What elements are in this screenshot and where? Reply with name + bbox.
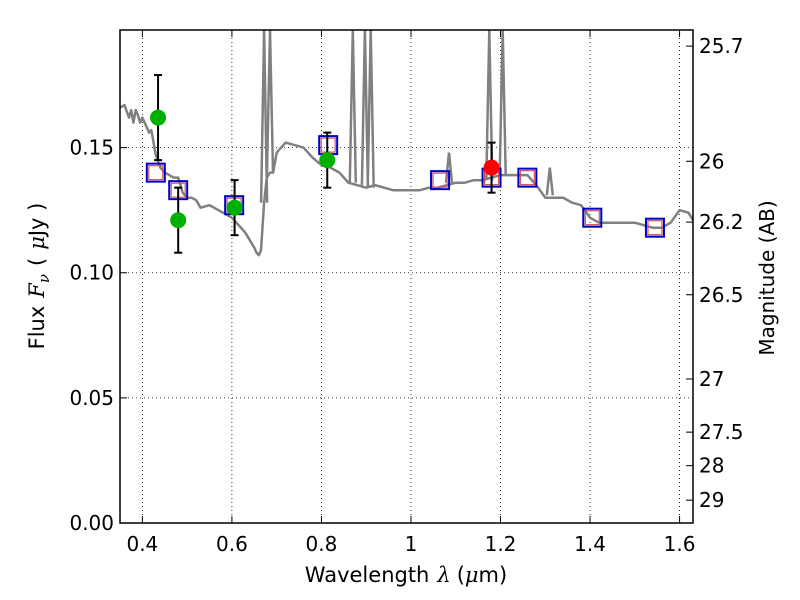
observed-point bbox=[150, 109, 167, 126]
mag-tick-label: 26.2 bbox=[699, 210, 744, 234]
observed-photometry bbox=[150, 109, 500, 229]
mag-tick-label: 25.7 bbox=[699, 34, 744, 58]
x-tick-label: 0.8 bbox=[306, 532, 338, 556]
model-photometry-square bbox=[517, 167, 538, 188]
mag-tick-label: 29 bbox=[699, 488, 724, 512]
emission-line bbox=[545, 167, 555, 196]
model-sed-line bbox=[120, 103, 693, 257]
observed-point bbox=[170, 212, 187, 229]
model-photometry bbox=[145, 135, 665, 238]
x-tick-label: 0.6 bbox=[216, 532, 248, 556]
emission-line bbox=[259, 30, 269, 203]
axis-ticks: 0.4 0.6 0.8 1 1.2 1.4 1.6 0.00 0.05 0.10 0.15 25.7 2… bbox=[69, 30, 744, 556]
y-tick-label: 0.00 bbox=[69, 511, 114, 535]
emission-line bbox=[360, 30, 370, 186]
x-tick-label: 1 bbox=[405, 532, 418, 556]
model-photometry-square bbox=[582, 207, 603, 228]
observed-point bbox=[483, 159, 500, 176]
x-tick-label: 1.4 bbox=[574, 532, 606, 556]
x-tick-label: 1.6 bbox=[664, 532, 696, 556]
model-box-inner bbox=[432, 172, 448, 188]
mag-tick-label: 26 bbox=[699, 149, 724, 173]
y-tick-label: 0.10 bbox=[69, 261, 114, 285]
model-photometry-square bbox=[644, 217, 665, 238]
y-axis-label: FluxFν(μJy ) bbox=[25, 203, 53, 350]
mag-tick-label: 27.5 bbox=[699, 420, 744, 444]
x-axis-label: Wavelength λ (μm) bbox=[305, 563, 507, 587]
model-box-inner bbox=[584, 210, 600, 226]
right-axis-label: Magnitude (AB) bbox=[755, 200, 779, 355]
mag-tick-label: 28 bbox=[699, 454, 724, 478]
observed-point bbox=[319, 152, 336, 169]
grid-lines bbox=[120, 30, 693, 524]
plot-frame bbox=[119, 29, 694, 524]
emission-line bbox=[498, 30, 507, 176]
emission-line bbox=[265, 30, 275, 173]
emission-line bbox=[366, 30, 375, 188]
observed-point bbox=[226, 199, 243, 216]
x-tick-label: 1.2 bbox=[485, 532, 517, 556]
y-tick-label: 0.15 bbox=[69, 136, 114, 160]
x-tick-label: 0.4 bbox=[126, 532, 158, 556]
model-box-inner bbox=[519, 170, 535, 186]
model-photometry-square bbox=[145, 162, 166, 183]
model-box-inner bbox=[148, 165, 164, 181]
model-photometry-square bbox=[430, 170, 451, 191]
emission-line bbox=[348, 30, 358, 183]
emission-line bbox=[485, 30, 494, 181]
mag-tick-label: 26.5 bbox=[699, 283, 744, 307]
mag-tick-label: 27 bbox=[699, 367, 724, 391]
y-tick-label: 0.05 bbox=[69, 386, 114, 410]
model-sed bbox=[120, 30, 693, 257]
model-box-inner bbox=[647, 220, 663, 236]
